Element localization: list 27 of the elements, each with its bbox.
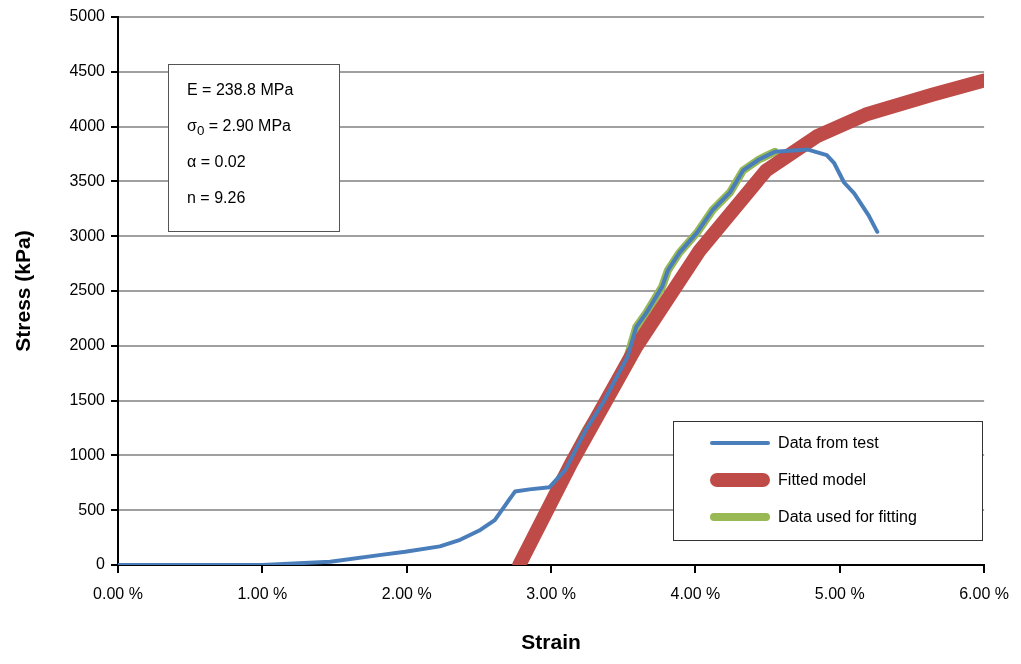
y-tick-label: 3500	[69, 171, 106, 189]
y-tick-label: 3000	[69, 226, 106, 244]
legend-label: Fitted model	[778, 470, 867, 489]
y-axis-title: Stress (kPa)	[11, 230, 35, 352]
x-tick-label: 3.00 %	[526, 585, 576, 603]
y-tick-label: 4500	[69, 62, 106, 80]
y-tick-label: 4000	[69, 117, 106, 135]
annotation: E = 238.8 MPa	[187, 80, 295, 100]
legend-label: Data from test	[778, 433, 879, 452]
annotation: n = 9.26	[187, 188, 247, 208]
x-tick-label: 4.00 %	[670, 585, 721, 603]
x-tick-label: 0.00 %	[93, 585, 143, 603]
y-tick-label: 2500	[69, 281, 106, 299]
x-tick-label: 6.00 %	[959, 585, 1009, 603]
annotation: σ$_{0}$ = 2.90 MPa	[187, 116, 292, 141]
y-tick-label: 0	[96, 555, 106, 573]
y-tick-label: 2000	[69, 336, 106, 354]
x-tick-label: 1.00 %	[237, 585, 288, 603]
y-tick-label: 5000	[69, 7, 106, 25]
x-tick-label: 2.00 %	[381, 585, 432, 603]
legend-label: Data used for fitting	[778, 507, 917, 526]
y-tick-label: 1500	[69, 391, 106, 409]
y-tick-label: 500	[78, 500, 106, 518]
annotation: α = 0.02	[187, 152, 247, 172]
x-axis-title: Strain	[521, 630, 581, 654]
y-tick-label: 1000	[69, 445, 106, 463]
x-tick-label: 5.00 %	[814, 585, 865, 603]
